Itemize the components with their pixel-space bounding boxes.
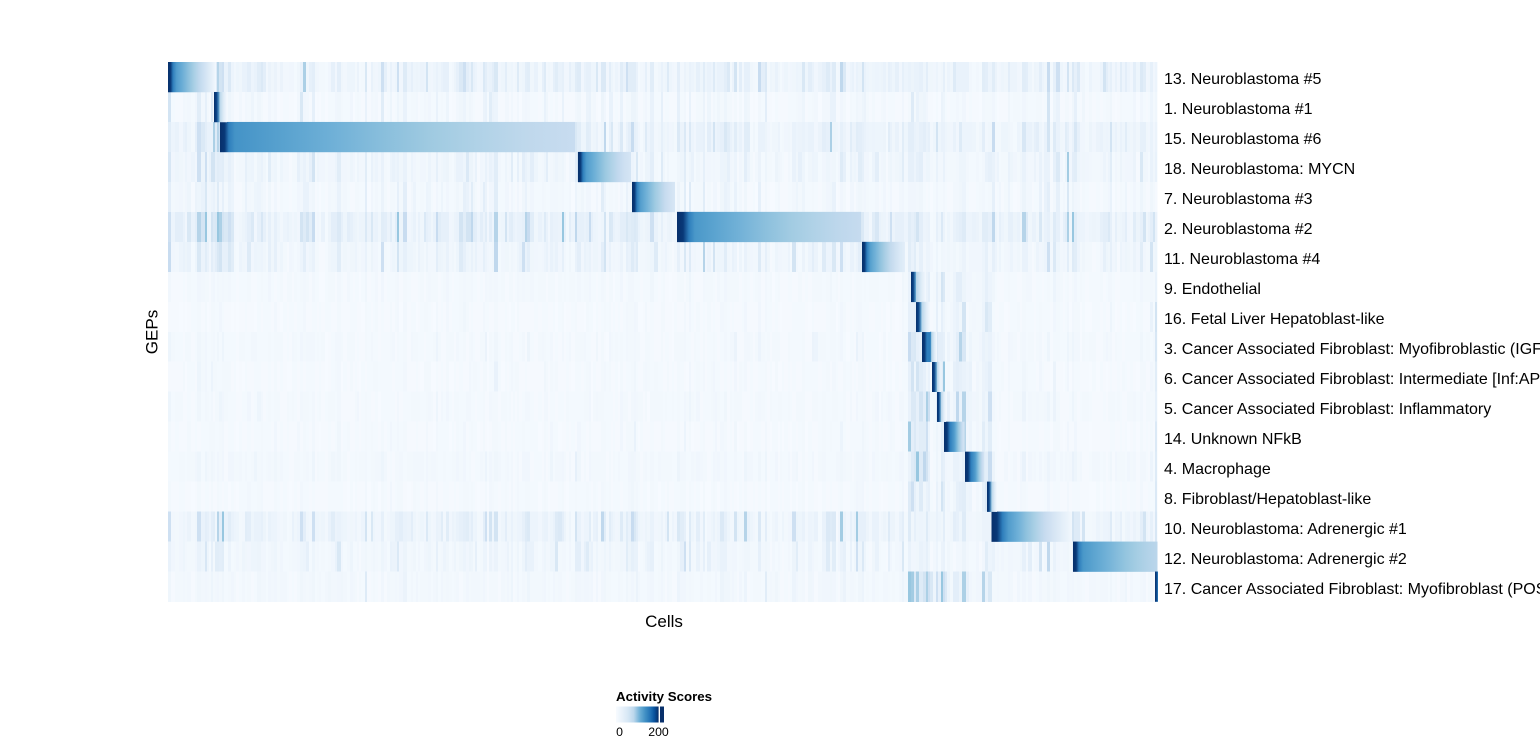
- svg-text:8. Fibroblast/Hepatoblast-like: 8. Fibroblast/Hepatoblast-like: [1164, 491, 1371, 508]
- svg-text:17. Cancer Associated Fibrobla: 17. Cancer Associated Fibroblast: Myofib…: [1164, 581, 1540, 598]
- svg-text:Activity Scores: Activity Scores: [616, 689, 712, 704]
- svg-text:10. Neuroblastoma: Adrenergic: 10. Neuroblastoma: Adrenergic #1: [1164, 521, 1407, 538]
- svg-text:6. Cancer Associated Fibroblas: 6. Cancer Associated Fibroblast: Interme…: [1164, 371, 1540, 388]
- svg-text:9. Endothelial: 9. Endothelial: [1164, 281, 1261, 298]
- svg-text:18. Neuroblastoma: MYCN: 18. Neuroblastoma: MYCN: [1164, 161, 1355, 178]
- svg-text:16. Fetal Liver Hepatoblast-li: 16. Fetal Liver Hepatoblast-like: [1164, 311, 1385, 328]
- svg-text:0: 0: [616, 725, 623, 739]
- svg-text:2. Neuroblastoma #2: 2. Neuroblastoma #2: [1164, 221, 1313, 238]
- svg-text:200: 200: [648, 725, 669, 739]
- svg-text:5. Cancer Associated Fibroblas: 5. Cancer Associated Fibroblast: Inflamm…: [1164, 401, 1491, 418]
- svg-text:GEPs: GEPs: [143, 310, 162, 354]
- svg-text:14. Unknown NFkB: 14. Unknown NFkB: [1164, 431, 1302, 448]
- svg-text:4. Macrophage: 4. Macrophage: [1164, 461, 1271, 478]
- svg-text:Cells: Cells: [645, 612, 683, 631]
- svg-text:11. Neuroblastoma #4: 11. Neuroblastoma #4: [1164, 251, 1320, 268]
- svg-text:7. Neuroblastoma #3: 7. Neuroblastoma #3: [1164, 191, 1313, 208]
- svg-text:13. Neuroblastoma #5: 13. Neuroblastoma #5: [1164, 71, 1322, 88]
- svg-text:12. Neuroblastoma: Adrenergic: 12. Neuroblastoma: Adrenergic #2: [1164, 551, 1407, 568]
- svg-text:15. Neuroblastoma #6: 15. Neuroblastoma #6: [1164, 131, 1322, 148]
- svg-text:3. Cancer Associated Fibroblas: 3. Cancer Associated Fibroblast: Myofibr…: [1164, 341, 1540, 358]
- svg-text:1. Neuroblastoma #1: 1. Neuroblastoma #1: [1164, 101, 1313, 118]
